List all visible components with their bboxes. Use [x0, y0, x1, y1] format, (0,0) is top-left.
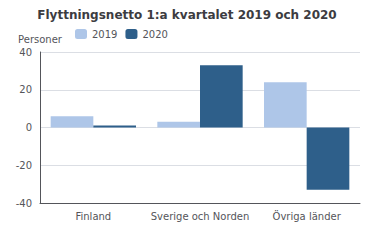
- svg-text:2019: 2019: [92, 29, 117, 40]
- svg-text:20: 20: [19, 84, 32, 95]
- svg-text:2020: 2020: [142, 29, 167, 40]
- svg-text:Sverige och Norden: Sverige och Norden: [151, 211, 250, 222]
- svg-text:Personer: Personer: [18, 34, 63, 45]
- svg-text:40: 40: [19, 47, 32, 58]
- svg-text:Övriga länder: Övriga länder: [273, 210, 342, 222]
- svg-text:Flyttningsnetto 1:a kvartalet: Flyttningsnetto 1:a kvartalet 2019 och 2…: [37, 8, 336, 22]
- svg-text:Finland: Finland: [75, 211, 111, 222]
- svg-text:0: 0: [26, 122, 32, 133]
- svg-text:-20: -20: [16, 160, 32, 171]
- svg-text:-40: -40: [16, 198, 32, 209]
